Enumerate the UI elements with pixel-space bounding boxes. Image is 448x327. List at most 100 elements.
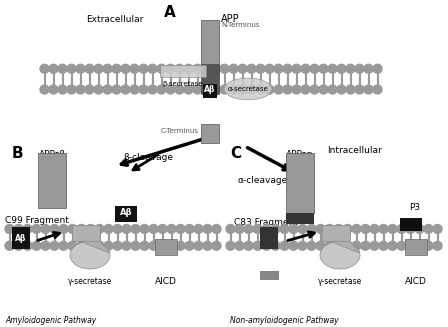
Circle shape bbox=[130, 85, 139, 94]
Circle shape bbox=[121, 64, 130, 73]
Circle shape bbox=[193, 85, 202, 94]
Text: γ-secretase: γ-secretase bbox=[318, 277, 362, 286]
Circle shape bbox=[203, 241, 212, 250]
Circle shape bbox=[316, 241, 325, 250]
Circle shape bbox=[334, 225, 343, 233]
Circle shape bbox=[94, 85, 103, 94]
Circle shape bbox=[262, 225, 271, 233]
Circle shape bbox=[220, 85, 229, 94]
Circle shape bbox=[85, 64, 94, 73]
Text: Non-amyloidogenic Pathway: Non-amyloidogenic Pathway bbox=[230, 317, 339, 325]
Circle shape bbox=[226, 241, 235, 250]
Circle shape bbox=[301, 64, 310, 73]
Circle shape bbox=[397, 225, 406, 233]
Circle shape bbox=[262, 241, 271, 250]
Circle shape bbox=[158, 225, 167, 233]
Circle shape bbox=[343, 241, 352, 250]
Circle shape bbox=[271, 225, 280, 233]
Text: Extracellular: Extracellular bbox=[86, 15, 144, 24]
Circle shape bbox=[235, 241, 244, 250]
Circle shape bbox=[325, 241, 334, 250]
Polygon shape bbox=[330, 241, 360, 253]
Text: C-Terminus: C-Terminus bbox=[161, 128, 199, 133]
Circle shape bbox=[149, 225, 158, 233]
Circle shape bbox=[253, 241, 262, 250]
Circle shape bbox=[325, 225, 334, 233]
Circle shape bbox=[229, 64, 238, 73]
Circle shape bbox=[212, 241, 221, 250]
Text: γ-secretase: γ-secretase bbox=[68, 277, 112, 286]
Circle shape bbox=[185, 241, 194, 250]
Circle shape bbox=[370, 241, 379, 250]
Circle shape bbox=[175, 64, 184, 73]
Circle shape bbox=[238, 64, 247, 73]
Circle shape bbox=[212, 225, 221, 233]
Circle shape bbox=[140, 241, 149, 250]
Circle shape bbox=[40, 64, 49, 73]
Circle shape bbox=[433, 241, 442, 250]
Circle shape bbox=[23, 225, 32, 233]
Circle shape bbox=[14, 225, 23, 233]
Bar bbox=[201, 20, 219, 74]
Circle shape bbox=[319, 64, 328, 73]
Circle shape bbox=[298, 241, 307, 250]
Circle shape bbox=[185, 225, 194, 233]
Circle shape bbox=[112, 64, 121, 73]
Ellipse shape bbox=[70, 241, 110, 269]
Bar bbox=[201, 124, 219, 144]
Circle shape bbox=[256, 64, 265, 73]
Text: Aβ: Aβ bbox=[204, 84, 215, 94]
Circle shape bbox=[238, 85, 247, 94]
Circle shape bbox=[283, 64, 292, 73]
Bar bbox=[155, 239, 177, 255]
Circle shape bbox=[361, 225, 370, 233]
Circle shape bbox=[194, 225, 203, 233]
Circle shape bbox=[67, 85, 76, 94]
Circle shape bbox=[77, 225, 86, 233]
Circle shape bbox=[355, 64, 364, 73]
Circle shape bbox=[104, 241, 113, 250]
Bar bbox=[38, 153, 66, 208]
Circle shape bbox=[424, 225, 433, 233]
Circle shape bbox=[166, 64, 175, 73]
Circle shape bbox=[265, 85, 274, 94]
Circle shape bbox=[337, 85, 346, 94]
Bar bbox=[72, 226, 100, 241]
Circle shape bbox=[148, 85, 157, 94]
Circle shape bbox=[211, 64, 220, 73]
Circle shape bbox=[292, 85, 301, 94]
Circle shape bbox=[167, 241, 176, 250]
Circle shape bbox=[226, 225, 235, 233]
Circle shape bbox=[5, 241, 14, 250]
Circle shape bbox=[310, 64, 319, 73]
Text: B: B bbox=[12, 146, 24, 161]
Circle shape bbox=[235, 225, 244, 233]
Circle shape bbox=[86, 225, 95, 233]
Circle shape bbox=[274, 64, 283, 73]
Circle shape bbox=[184, 85, 193, 94]
Circle shape bbox=[301, 85, 310, 94]
Text: Aβ: Aβ bbox=[120, 208, 132, 217]
Circle shape bbox=[121, 85, 130, 94]
Circle shape bbox=[406, 241, 415, 250]
Bar bbox=[12, 228, 30, 249]
Circle shape bbox=[131, 225, 140, 233]
Circle shape bbox=[32, 241, 41, 250]
Circle shape bbox=[85, 85, 94, 94]
Circle shape bbox=[307, 241, 316, 250]
Circle shape bbox=[202, 85, 211, 94]
Ellipse shape bbox=[320, 241, 360, 269]
Circle shape bbox=[40, 85, 49, 94]
Bar bbox=[260, 228, 278, 249]
Circle shape bbox=[157, 64, 166, 73]
Circle shape bbox=[280, 241, 289, 250]
Circle shape bbox=[59, 241, 68, 250]
Circle shape bbox=[184, 64, 193, 73]
Circle shape bbox=[211, 85, 220, 94]
Circle shape bbox=[202, 64, 211, 73]
Circle shape bbox=[346, 85, 355, 94]
Circle shape bbox=[139, 64, 148, 73]
Circle shape bbox=[113, 225, 122, 233]
Text: N-Terminus: N-Terminus bbox=[221, 22, 259, 28]
Circle shape bbox=[253, 225, 262, 233]
